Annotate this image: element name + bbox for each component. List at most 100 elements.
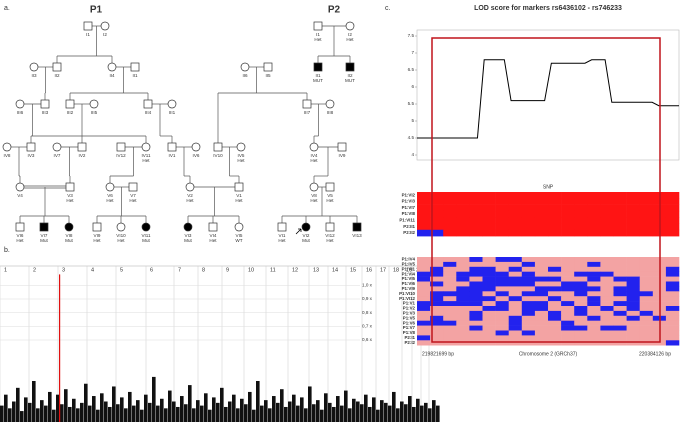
heatmap-cell xyxy=(548,210,562,218)
bar xyxy=(288,401,292,422)
heatmap-cell xyxy=(587,330,601,336)
heatmap-cell xyxy=(600,192,614,199)
heatmap-cell xyxy=(613,296,627,302)
heatmap-cell xyxy=(508,291,523,297)
heatmap-cell xyxy=(534,306,549,312)
heatmap-cell xyxy=(548,223,562,231)
heatmap-cell xyxy=(665,291,680,297)
bar xyxy=(376,409,380,422)
heatmap-cell xyxy=(443,192,457,199)
heatmap-cell xyxy=(587,257,601,263)
node-id: VI13 xyxy=(352,233,362,238)
heatmap-cell xyxy=(613,315,627,321)
bar xyxy=(132,405,136,422)
heatmap-cell xyxy=(456,315,470,321)
pedigree-male xyxy=(313,21,323,31)
bar xyxy=(412,406,416,422)
pedigree-female xyxy=(107,62,117,72)
heatmap-cell xyxy=(574,281,588,287)
chromosome-label: 5 xyxy=(120,267,123,273)
heatmap-cell xyxy=(639,271,654,277)
heatmap-cell xyxy=(495,286,509,292)
node-id: III7 xyxy=(304,110,311,115)
heatmap-cell xyxy=(534,271,549,277)
heatmap-cell xyxy=(508,229,523,237)
heatmap-cell xyxy=(600,281,614,287)
heatmap-cell xyxy=(443,335,457,341)
heatmap-cell xyxy=(561,257,575,263)
heatmap-cell xyxy=(613,306,627,312)
bar xyxy=(4,394,8,422)
heatmap-cell xyxy=(482,276,496,282)
heatmap-cell xyxy=(587,306,601,312)
chromosome-label: 16 xyxy=(366,267,372,273)
heatmap-cell xyxy=(548,301,562,307)
heatmap-cell xyxy=(495,291,509,297)
heatmap-cell xyxy=(443,330,457,336)
heatmap-cell xyxy=(417,204,431,212)
heatmap-cell xyxy=(456,217,470,224)
bar xyxy=(372,397,376,422)
heatmap-cell xyxy=(456,310,470,317)
heatmap-cell xyxy=(508,325,523,331)
bar xyxy=(252,409,256,422)
heatmap-cell xyxy=(626,271,640,277)
heatmap-cell xyxy=(561,217,575,224)
bar xyxy=(80,402,84,422)
node-id: II6 xyxy=(242,73,248,78)
pedigree-female xyxy=(234,222,244,232)
bar xyxy=(176,406,180,422)
pedigree-female xyxy=(15,99,25,109)
heatmap-cell xyxy=(521,271,536,277)
heatmap-cell xyxy=(417,320,431,326)
row-label: P1:VI7 xyxy=(402,205,416,210)
x-label: 220384126 bp xyxy=(639,351,671,357)
node-id: II5 xyxy=(265,73,271,78)
heatmap-cell xyxy=(600,271,614,277)
heatmap-cell xyxy=(613,286,627,292)
node-id: IV10 xyxy=(213,153,223,158)
node-status: Het xyxy=(106,198,114,203)
bar xyxy=(336,396,340,422)
heatmap-cell xyxy=(613,310,627,317)
heatmap-cell xyxy=(443,325,457,331)
heatmap-cell xyxy=(665,217,680,224)
bar xyxy=(360,404,364,422)
heatmap-cell xyxy=(443,271,457,277)
pedigree-female xyxy=(141,142,151,152)
heatmap-cell xyxy=(639,315,654,321)
heatmap-cell xyxy=(495,257,509,263)
heatmap-cell xyxy=(587,310,601,317)
bar xyxy=(248,391,252,422)
bar xyxy=(320,409,324,422)
bar xyxy=(280,389,284,422)
heatmap-cell xyxy=(639,276,654,282)
node-id: VI4 xyxy=(210,233,217,238)
pedigree-female xyxy=(64,222,74,232)
bar xyxy=(380,400,384,422)
bar xyxy=(104,401,108,422)
heatmap-cell xyxy=(430,204,444,212)
pedigree-male xyxy=(77,142,87,152)
row-label: P1:VI10 xyxy=(399,291,415,296)
heatmap-cell xyxy=(639,286,654,292)
node-id: I1 xyxy=(86,32,90,37)
row-label: P1:V2 xyxy=(403,306,416,311)
bar xyxy=(60,404,64,422)
node-id: IV3 xyxy=(28,153,35,158)
heatmap-cell xyxy=(600,261,614,268)
heatmap-cell xyxy=(613,192,627,199)
heatmap-cell xyxy=(574,223,588,231)
heatmap-cell xyxy=(495,217,509,224)
heatmap-cell xyxy=(495,266,509,272)
heatmap-cell xyxy=(534,198,549,205)
heatmap-cell xyxy=(456,306,470,312)
bar xyxy=(12,401,16,422)
bar xyxy=(356,401,360,422)
bar xyxy=(344,390,348,422)
heatmap-cell xyxy=(521,204,536,212)
bar xyxy=(112,386,116,422)
heatmap-cell xyxy=(430,291,444,297)
heatmap-cell xyxy=(574,261,588,268)
node-status: Het xyxy=(142,158,150,163)
